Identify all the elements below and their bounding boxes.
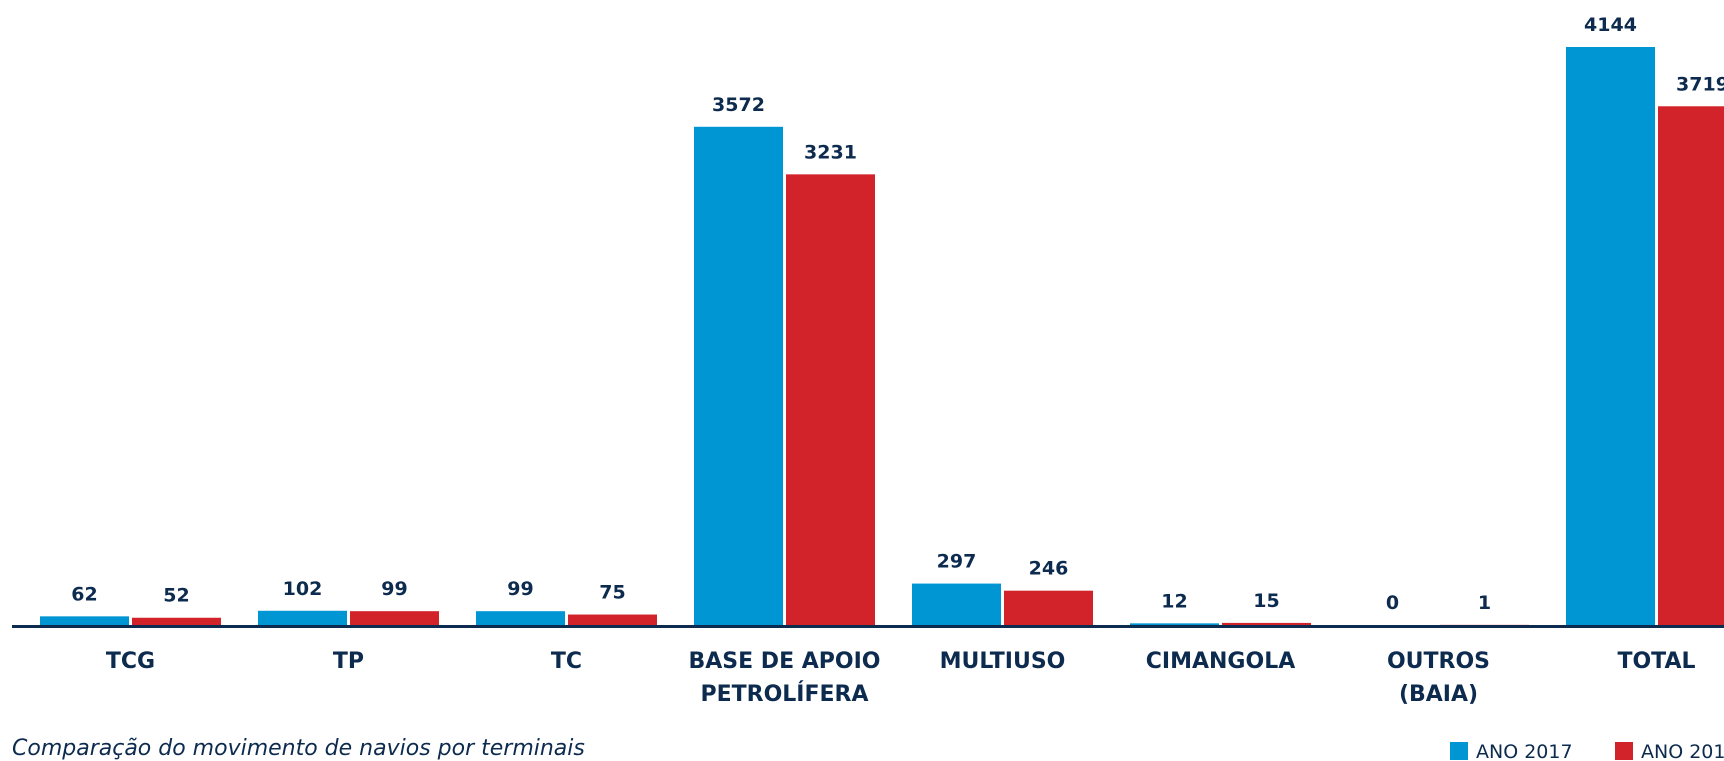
value-label: 3231 bbox=[804, 141, 857, 163]
value-label: 102 bbox=[283, 578, 323, 600]
bar bbox=[1004, 590, 1093, 625]
bar bbox=[786, 174, 875, 625]
value-label: 52 bbox=[163, 585, 189, 607]
value-label: 3572 bbox=[712, 94, 765, 116]
value-label: 62 bbox=[71, 583, 97, 605]
value-label: 4144 bbox=[1584, 14, 1637, 36]
bar bbox=[258, 610, 347, 625]
value-label: 297 bbox=[937, 551, 977, 573]
value-label: 3719 bbox=[1676, 73, 1724, 95]
legend-swatch bbox=[1615, 742, 1633, 760]
value-label: 99 bbox=[507, 578, 533, 600]
bar bbox=[476, 611, 565, 625]
bar bbox=[1658, 106, 1724, 626]
category-label: CIMANGOLA bbox=[1145, 649, 1296, 674]
category-label: TP bbox=[332, 649, 365, 674]
bar bbox=[1130, 623, 1219, 625]
bar bbox=[1566, 47, 1655, 625]
category-label: TC bbox=[550, 649, 583, 674]
value-label: 75 bbox=[599, 582, 625, 604]
bar bbox=[694, 126, 783, 625]
category-label: TOTAL bbox=[1617, 649, 1696, 674]
legend-label: ANO 2017 bbox=[1476, 741, 1573, 761]
legend-label: ANO 2018 bbox=[1641, 741, 1724, 761]
category-label: OUTROS (BAIA) bbox=[1386, 649, 1491, 707]
category-label: MULTIUSO bbox=[939, 649, 1066, 674]
value-label: 0 bbox=[1386, 592, 1399, 614]
category-label: BASE DE APOIO PETROLÍFERA bbox=[688, 649, 881, 707]
value-label: 246 bbox=[1029, 558, 1069, 580]
value-label: 1 bbox=[1478, 592, 1491, 614]
caption: Comparação do movimento de navios por te… bbox=[12, 736, 585, 761]
value-label: 15 bbox=[1253, 590, 1279, 612]
value-label: 12 bbox=[1161, 590, 1187, 612]
bar bbox=[40, 616, 129, 625]
bar bbox=[132, 617, 221, 625]
bar bbox=[350, 611, 439, 625]
category-label: TCG bbox=[105, 649, 156, 674]
bar bbox=[912, 583, 1001, 625]
value-label: 99 bbox=[381, 578, 407, 600]
legend-swatch bbox=[1450, 742, 1468, 760]
bar bbox=[1222, 622, 1311, 625]
bar bbox=[568, 614, 657, 625]
